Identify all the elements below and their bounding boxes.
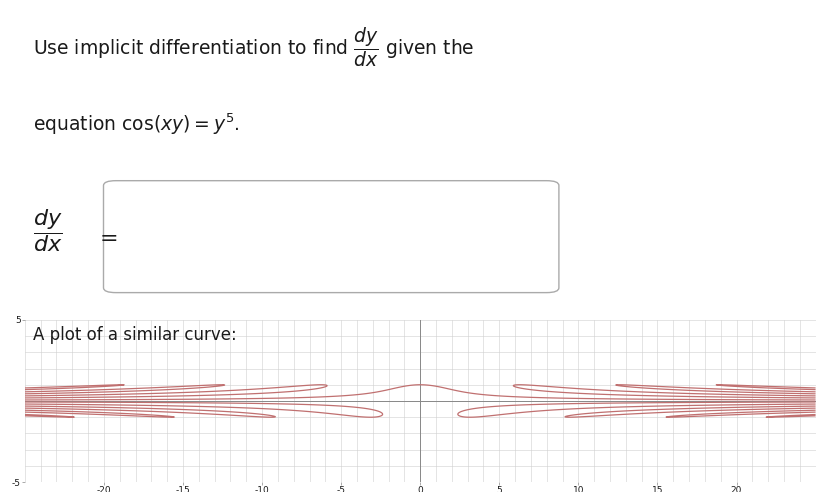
FancyBboxPatch shape: [103, 181, 558, 293]
Text: equation $\mathrm{cos}(xy) = y^5$.: equation $\mathrm{cos}(xy) = y^5$.: [33, 112, 240, 137]
Text: $=$: $=$: [95, 227, 117, 246]
Text: A plot of a similar curve:: A plot of a similar curve:: [33, 326, 237, 344]
Text: Use implicit differentiation to find $\dfrac{dy}{dx}$ given the: Use implicit differentiation to find $\d…: [33, 26, 474, 69]
Text: $\dfrac{dy}{dx}$: $\dfrac{dy}{dx}$: [33, 207, 63, 254]
